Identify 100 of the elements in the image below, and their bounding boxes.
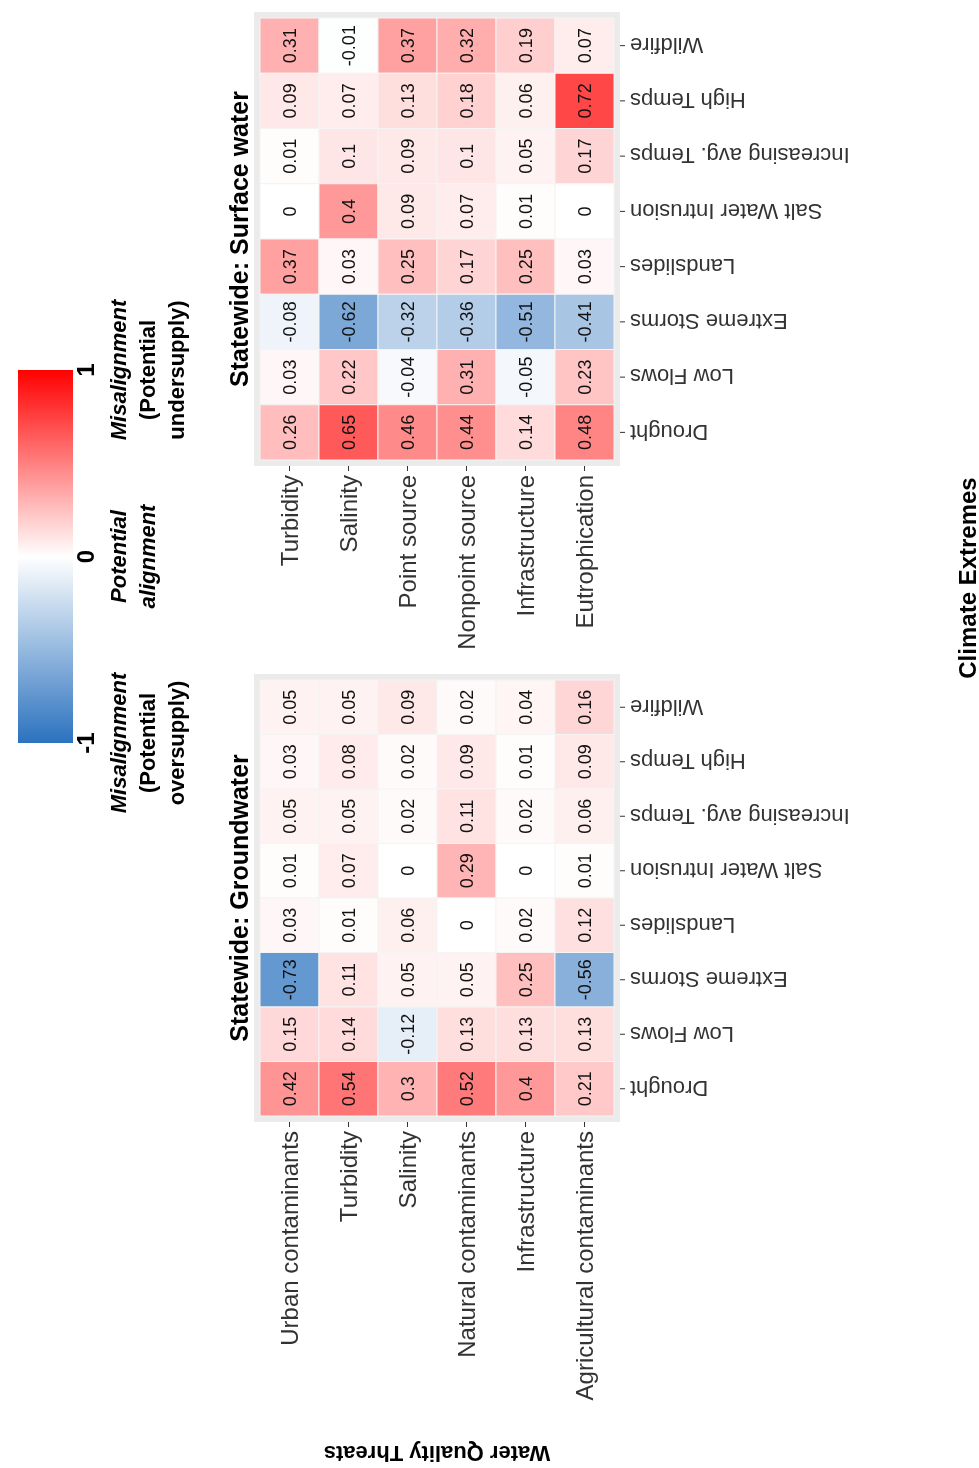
x-tick-label: Urban contaminants (275, 1131, 303, 1346)
data-label: 0.13 (574, 1016, 595, 1052)
data-label: -0.04 (397, 356, 418, 398)
data-label: -0.12 (397, 1013, 418, 1055)
data-label: 0.26 (279, 414, 300, 450)
y-tick-label: Drought (630, 419, 709, 445)
data-label: -0.08 (279, 301, 300, 343)
data-label: 0 (515, 865, 536, 876)
y-tick-label: Extreme Storms (630, 967, 788, 993)
data-label: 0.06 (397, 907, 418, 943)
color-bar-label: 1 (72, 363, 100, 377)
data-label: 0.01 (279, 138, 300, 174)
data-label: 0.05 (338, 689, 359, 725)
text: Misalignment (Potential undersupply) (105, 298, 189, 441)
data-label: 0.02 (397, 798, 418, 834)
x-tick-label: Natural contaminants (452, 1131, 480, 1358)
data-label: 0.19 (515, 28, 536, 64)
data-label: -0.36 (456, 301, 477, 343)
x-tick-label: Agricultural contaminants (570, 1131, 598, 1401)
data-label: -0.05 (515, 356, 536, 398)
data-label: 0.07 (456, 193, 477, 229)
data-label: 0.09 (456, 744, 477, 780)
data-label: 0.54 (338, 1071, 359, 1107)
data-label: 0.05 (279, 689, 300, 725)
data-label: 0.04 (515, 689, 536, 725)
data-label: 0.22 (338, 359, 359, 395)
data-label: 0.02 (456, 689, 477, 725)
data-label: 0.31 (456, 359, 477, 395)
x-axis-title: Water Quality Threats (323, 1441, 551, 1467)
data-label: 0.01 (574, 853, 595, 889)
x-tick-label: Salinity (393, 1131, 421, 1209)
data-label: 0.03 (338, 249, 359, 285)
y-tick-label: Low Flows (630, 1021, 734, 1047)
y2-axis-title: Climate Extremes (954, 477, 979, 679)
data-label: 0.65 (338, 414, 359, 450)
data-label: 0.08 (338, 744, 359, 780)
data-label: 0.09 (397, 138, 418, 174)
data-label: 0.05 (456, 962, 477, 998)
data-label: 0.13 (456, 1016, 477, 1052)
data-label: 0.13 (515, 1016, 536, 1052)
data-label: 0.03 (279, 907, 300, 943)
data-label: 0.32 (456, 28, 477, 64)
data-label: 0.25 (397, 249, 418, 285)
text: Misalignment (Potential oversupply) (105, 671, 189, 814)
y-tick-label: Drought (630, 1076, 709, 1102)
data-label: 0.17 (456, 249, 477, 285)
y-tick-label: Salt Water Intrusion (630, 858, 823, 884)
data-label: 0.01 (515, 744, 536, 780)
data-label: -0.56 (574, 959, 595, 1001)
y-tick-label: Landslides (630, 912, 736, 938)
text: Statewide: Surface water (225, 90, 253, 387)
data-label: -0.32 (397, 301, 418, 343)
data-label: 0.15 (279, 1016, 300, 1052)
data-label: 0.25 (515, 249, 536, 285)
data-label: 0.03 (279, 744, 300, 780)
data-label: 0.05 (397, 962, 418, 998)
data-label: 0.11 (456, 799, 477, 834)
data-label: 0.13 (397, 83, 418, 119)
data-label: 0.02 (515, 798, 536, 834)
data-label: 0 (574, 206, 595, 217)
data-label: 0.42 (279, 1071, 300, 1107)
data-label: 0.11 (338, 962, 359, 997)
data-label: 0.37 (397, 28, 418, 64)
data-label: 0.48 (574, 414, 595, 450)
data-label: 0.21 (574, 1071, 595, 1107)
y-tick-label: Wildfire (630, 694, 704, 720)
data-label: 0.07 (338, 83, 359, 119)
data-label: -0.51 (515, 301, 536, 343)
data-label: 0.52 (456, 1071, 477, 1107)
data-label: 0.46 (397, 414, 418, 450)
data-label: 0.4 (515, 1076, 536, 1102)
data-label: 0.05 (515, 138, 536, 174)
data-label: 0.05 (279, 798, 300, 834)
data-label: 0.01 (338, 907, 359, 943)
data-label: 0.4 (338, 198, 359, 224)
data-label: -0.01 (338, 25, 359, 67)
y-tick-label: Wildfire (630, 32, 704, 58)
data-label: 0.1 (338, 143, 359, 169)
y-tick-label: Landslides (630, 253, 736, 279)
data-label: 0.05 (338, 798, 359, 834)
data-label: 0.09 (397, 193, 418, 229)
data-label: 0.01 (515, 193, 536, 229)
text: Potential alignment (105, 502, 160, 609)
data-label: 0.3 (397, 1076, 418, 1102)
data-label: 0.09 (279, 83, 300, 119)
data-label: 0.29 (456, 853, 477, 889)
data-label: 0.01 (279, 853, 300, 889)
data-label: 0.06 (515, 83, 536, 119)
data-label: 0.37 (279, 249, 300, 285)
y-tick-label: Low Flows (630, 364, 734, 390)
x-tick-label: Eutrophication (570, 475, 598, 629)
data-label: 0 (397, 865, 418, 876)
x-tick-label: Nonpoint source (452, 475, 480, 650)
data-label: 0.1 (456, 143, 477, 169)
data-label: 0.14 (338, 1016, 359, 1052)
data-label: -0.41 (574, 301, 595, 343)
data-label: 0 (279, 206, 300, 217)
data-label: -0.62 (338, 301, 359, 343)
x-tick-label: Salinity (334, 475, 362, 553)
data-label: 0.25 (515, 962, 536, 998)
